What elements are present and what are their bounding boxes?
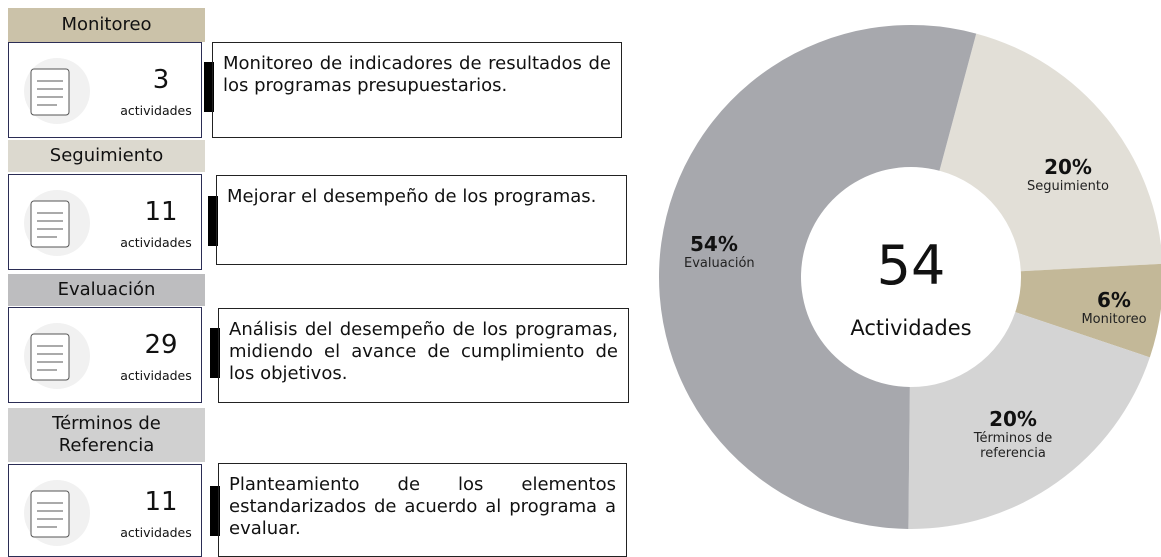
segment-label: 20%Seguimiento	[1020, 155, 1116, 194]
segment-label: 20%Términos de referencia	[958, 407, 1068, 461]
donut-chart	[0, 0, 1161, 557]
center-value: 54	[836, 236, 986, 296]
segment-label: 54%Evaluación	[684, 232, 762, 271]
segment-percent: 20%	[1020, 155, 1116, 179]
segment-percent: 6%	[1066, 288, 1161, 312]
center-label: Actividades	[826, 316, 996, 340]
segment-label: 6%Monitoreo	[1066, 288, 1161, 327]
segment-percent: 54%	[684, 232, 762, 256]
segment-name: Seguimiento	[1020, 179, 1116, 194]
segment-percent: 20%	[958, 407, 1068, 431]
page: Monitoreo3actividadesMonitoreo de indica…	[0, 0, 1161, 557]
segment-name: Evaluación	[684, 256, 762, 271]
segment-name: Términos de referencia	[958, 431, 1068, 461]
segment-name: Monitoreo	[1066, 312, 1161, 327]
